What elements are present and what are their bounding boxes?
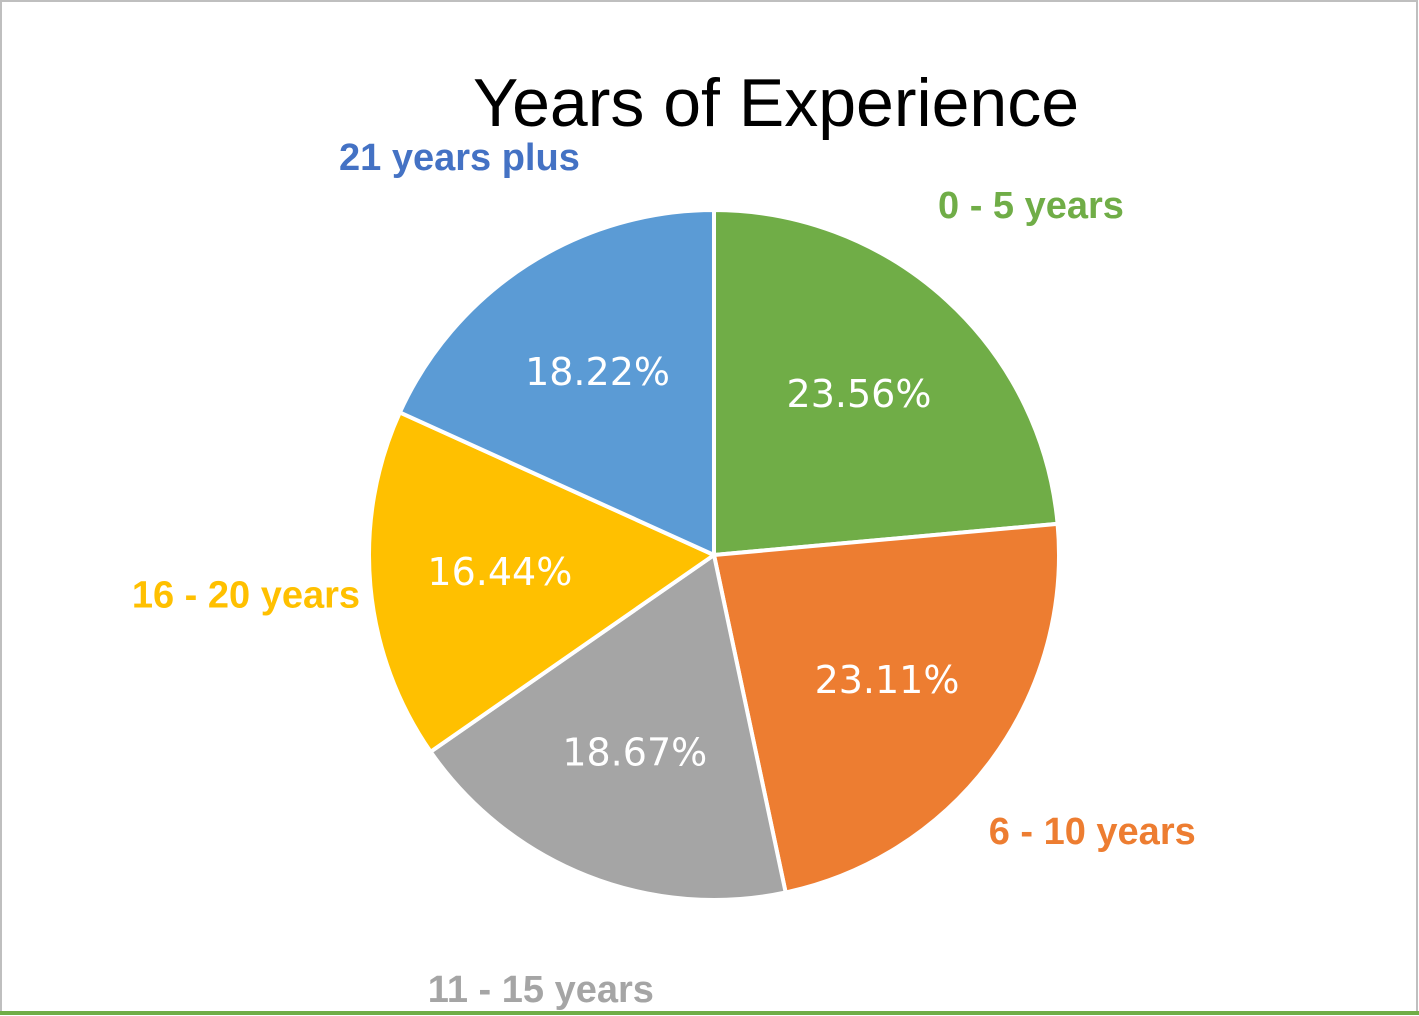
slice-category-label: 21 years plus <box>339 137 580 179</box>
slice-value-label: 16.44% <box>427 550 572 594</box>
pie-slice <box>367 409 719 755</box>
slice-value-label: 18.22% <box>525 350 670 394</box>
pie-slice <box>711 521 1061 895</box>
slice-category-label: 0 - 5 years <box>938 185 1124 227</box>
slice-value-label: 23.11% <box>815 658 960 702</box>
slice-category-label: 11 - 15 years <box>428 969 654 1011</box>
pie-slice <box>427 551 789 902</box>
slice-value-label: 23.56% <box>787 372 932 416</box>
slice-category-label: 16 - 20 years <box>132 574 360 616</box>
slice-category-label: 6 - 10 years <box>989 811 1196 853</box>
slice-value-label: 18.67% <box>562 730 707 774</box>
chart-title: Years of Experience <box>473 65 1079 141</box>
pie-slice <box>397 207 716 559</box>
pie-slice <box>712 207 1060 558</box>
